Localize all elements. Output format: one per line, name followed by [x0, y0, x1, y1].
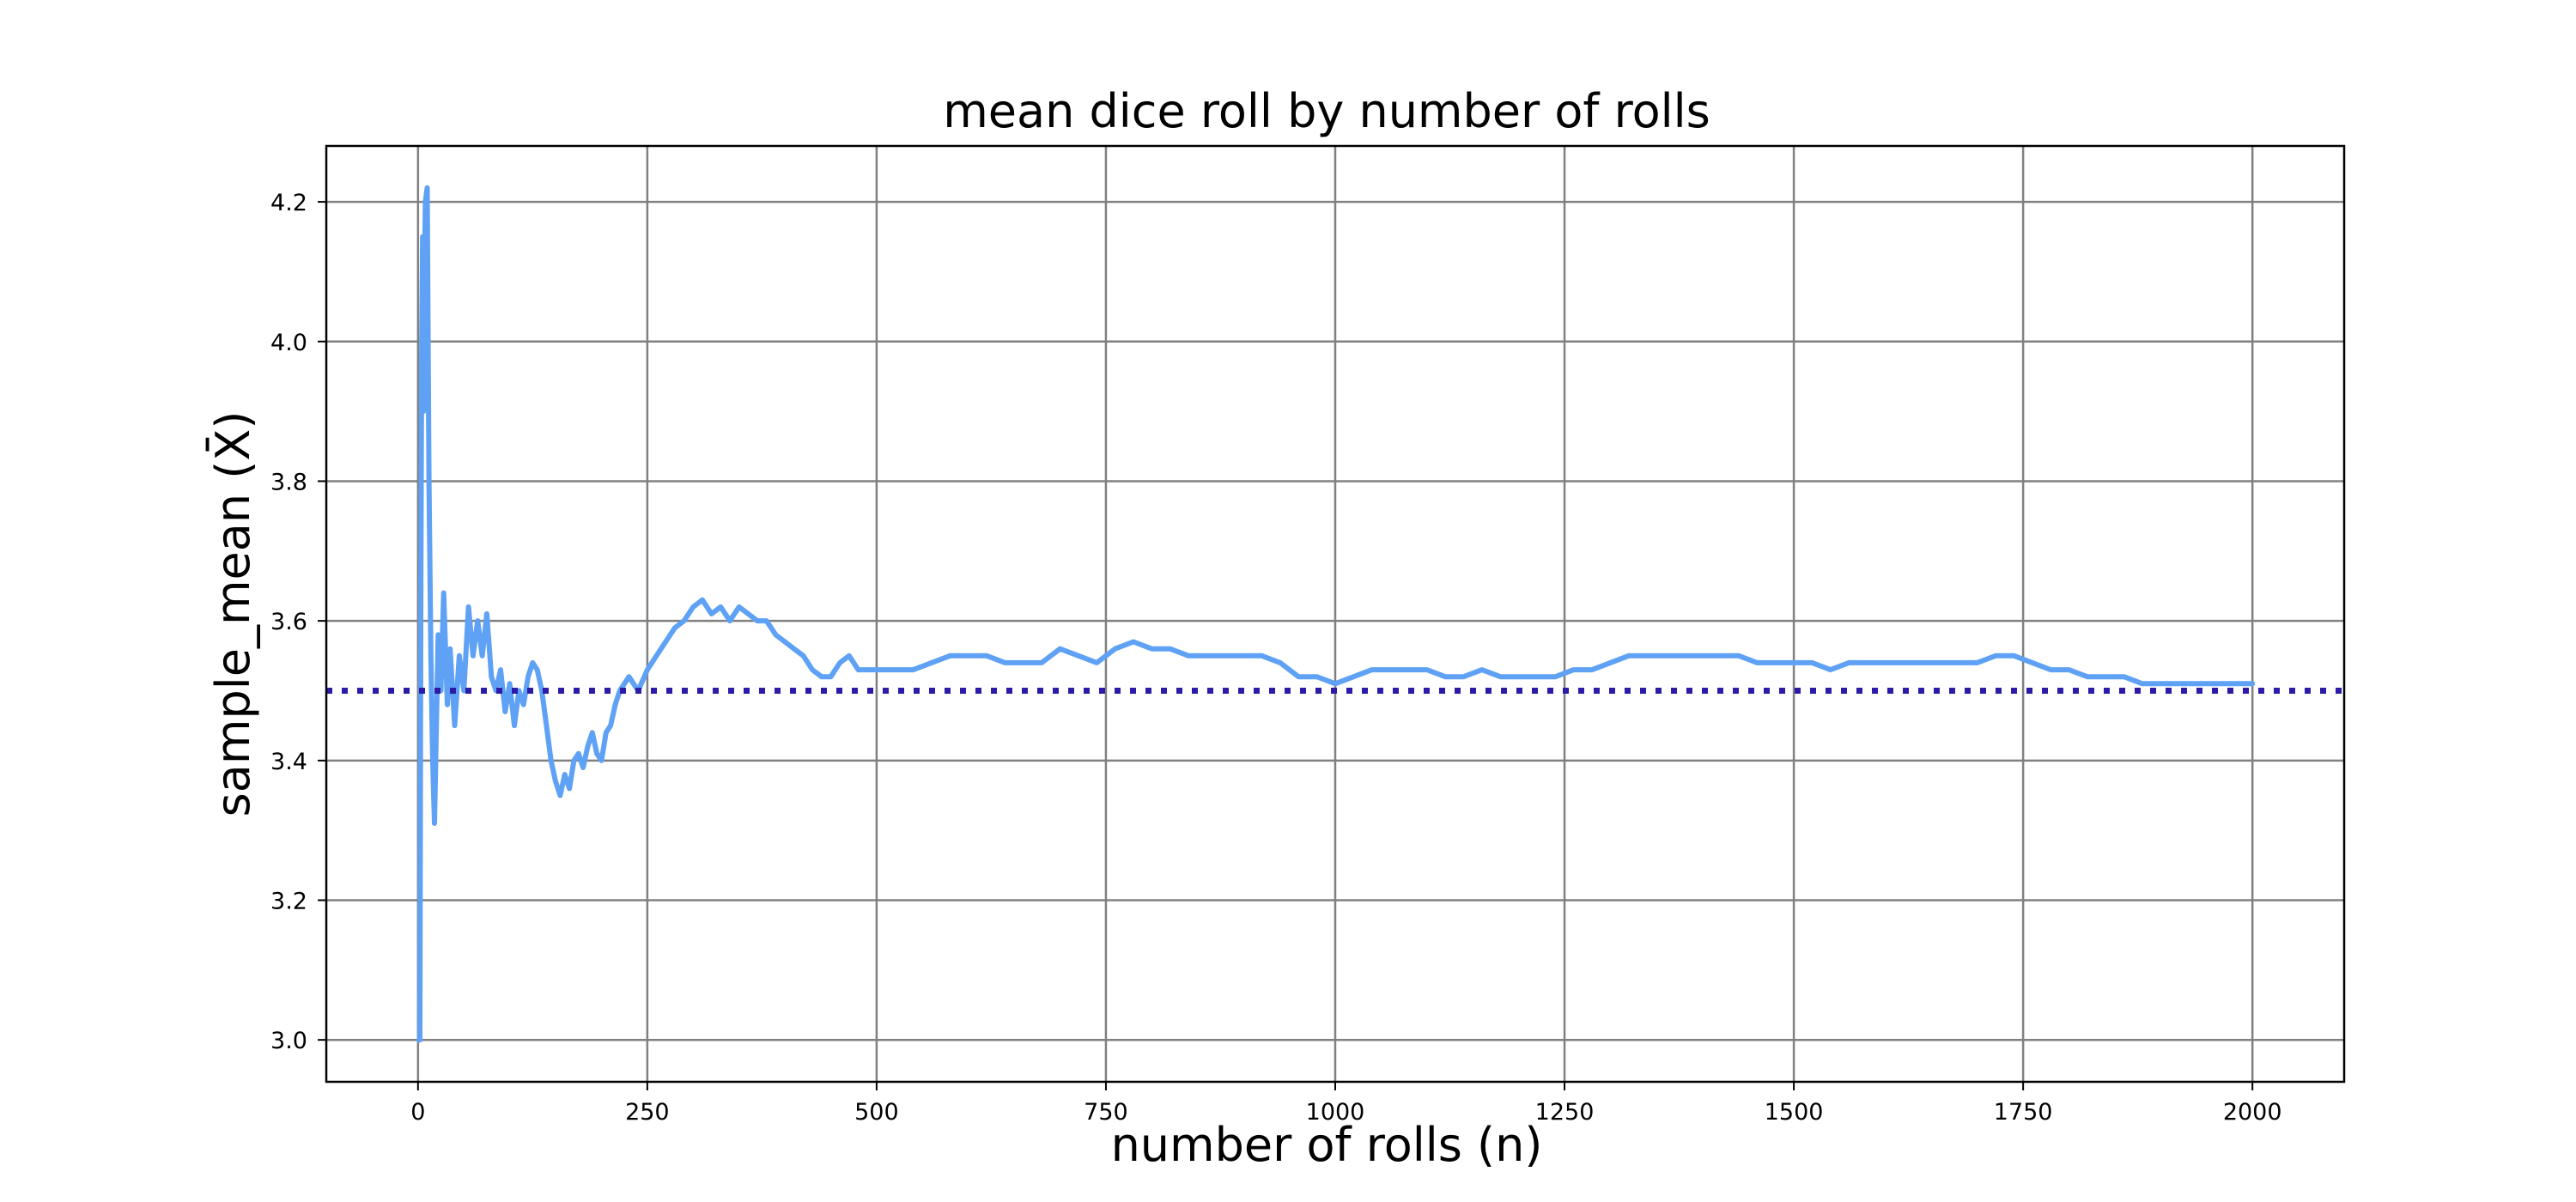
- y-tick-label: 3.4: [270, 749, 307, 775]
- x-axis-label: number of rolls (n): [1111, 1118, 1543, 1172]
- series-line: [416, 185, 2256, 1043]
- y-tick-label: 3.2: [270, 889, 307, 915]
- x-tick-label: 750: [1084, 1099, 1128, 1126]
- x-tick-label: 1750: [1994, 1099, 2053, 1126]
- y-tick-label: 3.0: [270, 1028, 307, 1054]
- x-tick-label: 250: [625, 1099, 670, 1126]
- y-axis-label: sample_mean (X̄): [206, 411, 260, 817]
- y-tick-label: 4.0: [270, 330, 307, 356]
- y-tick-label: 4.2: [270, 190, 307, 216]
- x-tick-label: 2000: [2223, 1099, 2282, 1126]
- y-tick-label: 3.8: [270, 469, 307, 495]
- y-tick-label: 3.6: [270, 609, 307, 635]
- x-tick-label: 0: [410, 1099, 425, 1126]
- grid-layer: [326, 146, 2344, 1082]
- plot-frame: [325, 144, 2346, 1084]
- chart-title: mean dice roll by number of rolls: [943, 84, 1710, 138]
- x-tick-label: 500: [854, 1099, 899, 1126]
- x-tick-label: 1500: [1765, 1099, 1824, 1126]
- x-tick-label: 1250: [1535, 1099, 1595, 1126]
- series-layer: [326, 185, 2344, 1043]
- x-tick-label: 1000: [1306, 1099, 1365, 1126]
- tick-layer: 0 250 500 750 1000 1250 1500 1750 2000 3.0 3.2 3.4 3…: [270, 190, 2281, 1126]
